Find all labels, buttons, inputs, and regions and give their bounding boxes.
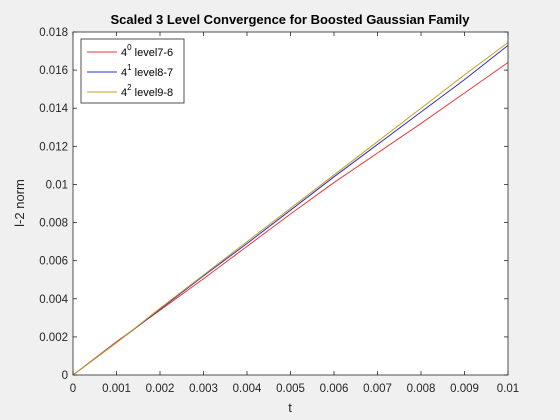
y-axis-ticks: 0 0.002 0.004 0.006 0.008 0.01 0.012 0.014 0.016… bbox=[39, 27, 508, 382]
x-tick-label: 0.01 bbox=[497, 383, 519, 395]
y-tick-label: 0.002 bbox=[39, 332, 68, 344]
x-tick-label: 0.001 bbox=[102, 383, 131, 395]
x-tick-label: 0.005 bbox=[276, 383, 305, 395]
x-axis-ticks: 0 0.001 0.002 0.003 0.004 0.005 0.006 0.007 0.00… bbox=[70, 32, 519, 395]
x-tick-label: 0.007 bbox=[363, 383, 392, 395]
chart-title: Scaled 3 Level Convergence for Boosted G… bbox=[110, 12, 470, 27]
series-line-3 bbox=[72, 42, 509, 376]
y-axis-label: l-2 norm bbox=[12, 179, 27, 227]
y-tick-label: 0.006 bbox=[39, 256, 68, 268]
legend: 40 level7-6 41 level8-7 42 level9-8 bbox=[80, 38, 185, 104]
x-tick-label: 0.003 bbox=[189, 383, 218, 395]
y-tick-label: 0.004 bbox=[39, 294, 68, 306]
y-tick-label: 0.01 bbox=[46, 179, 68, 191]
x-tick-label: 0.008 bbox=[407, 383, 436, 395]
x-tick-label: 0.002 bbox=[146, 383, 175, 395]
plot-frame bbox=[72, 31, 509, 376]
y-tick-label: 0 bbox=[62, 370, 68, 382]
y-tick-label: 0.018 bbox=[39, 27, 68, 39]
x-tick-label: 0 bbox=[70, 383, 76, 395]
x-tick-label: 0.006 bbox=[320, 383, 349, 395]
x-axis-label: t bbox=[288, 400, 292, 415]
x-tick-label: 0.009 bbox=[450, 383, 479, 395]
x-tick-label: 0.004 bbox=[233, 383, 262, 395]
legend-entry: 42 level9-8 bbox=[121, 83, 173, 99]
legend-entry: 40 level7-6 bbox=[121, 43, 173, 59]
y-tick-label: 0.014 bbox=[39, 103, 68, 115]
y-tick-label: 0.012 bbox=[39, 141, 68, 153]
series-lines bbox=[72, 42, 509, 376]
y-tick-label: 0.008 bbox=[39, 218, 68, 230]
legend-entry: 41 level8-7 bbox=[121, 63, 173, 79]
y-tick-label: 0.016 bbox=[39, 65, 68, 77]
